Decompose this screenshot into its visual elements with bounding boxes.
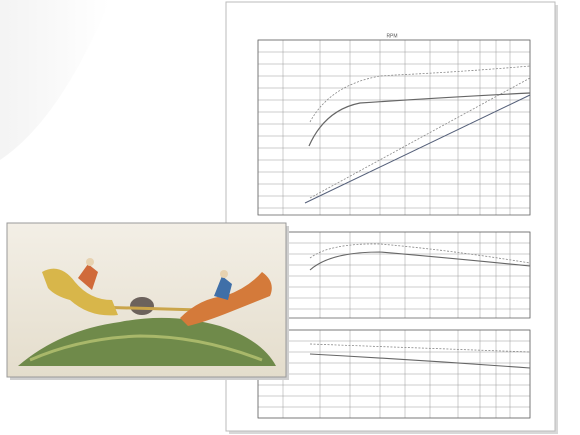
rider-right bbox=[214, 276, 232, 300]
rider-head bbox=[86, 258, 94, 266]
background-shape bbox=[0, 0, 110, 160]
curve bbox=[309, 343, 531, 353]
rider-left bbox=[78, 264, 98, 290]
mound bbox=[18, 317, 276, 366]
sculpture-photo bbox=[6, 222, 289, 380]
mound-highlight bbox=[29, 334, 263, 362]
horse-left bbox=[42, 268, 118, 316]
curve bbox=[308, 92, 531, 147]
curve bbox=[309, 353, 531, 369]
curve bbox=[309, 65, 531, 123]
curve bbox=[309, 251, 531, 271]
grids bbox=[257, 39, 531, 419]
rider-head bbox=[220, 270, 228, 278]
rock bbox=[130, 297, 154, 315]
curve bbox=[309, 243, 531, 264]
curve bbox=[304, 94, 531, 204]
panel-frame bbox=[257, 39, 531, 216]
top-axis-label: RPM bbox=[386, 33, 397, 39]
